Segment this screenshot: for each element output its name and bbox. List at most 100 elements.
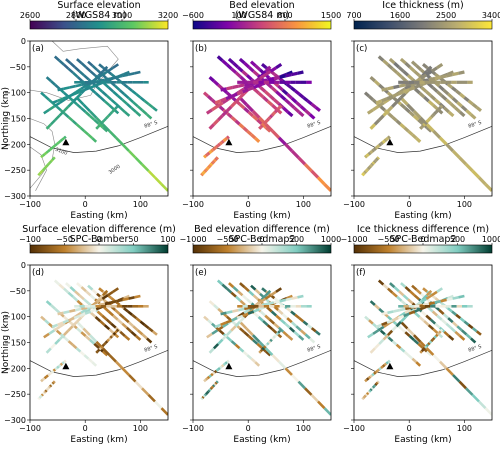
flight-line-segment bbox=[222, 138, 227, 143]
flight-line-segment bbox=[242, 350, 249, 357]
flight-line-segment bbox=[366, 392, 370, 396]
flight-line-segment bbox=[101, 65, 109, 73]
flight-line-segment bbox=[404, 286, 411, 293]
flight-line-segment bbox=[271, 354, 280, 363]
surface-contour bbox=[30, 146, 47, 191]
flight-line-segment bbox=[413, 70, 421, 77]
colorbar-tick-label: 3000 bbox=[112, 11, 132, 20]
flight-line-segment bbox=[435, 333, 439, 338]
flight-line-segment bbox=[51, 381, 55, 385]
flight-line-segment bbox=[264, 69, 272, 77]
flight-line-segment bbox=[425, 69, 433, 77]
flight-line-segment bbox=[425, 90, 432, 97]
flight-line-segment bbox=[62, 105, 70, 113]
flight-line-segment bbox=[123, 317, 130, 324]
flight-line-segment bbox=[42, 168, 46, 172]
panel-subtitle: SPC-Bamber bbox=[70, 234, 129, 245]
flight-line-segment bbox=[381, 87, 388, 92]
flight-line-segment bbox=[203, 393, 207, 397]
flight-line-segment bbox=[112, 287, 120, 293]
flight-line-segment bbox=[386, 105, 394, 113]
colorbar-tick-label: 1500 bbox=[321, 11, 341, 20]
flight-line-segment bbox=[241, 294, 248, 301]
flight-line-segment bbox=[50, 80, 57, 86]
flight-line-segment bbox=[432, 354, 441, 363]
colorbar-tick-label: 2500 bbox=[436, 11, 456, 20]
flight-line-segment bbox=[399, 347, 406, 353]
flight-line-segment bbox=[440, 74, 448, 79]
flight-line-segment bbox=[414, 312, 421, 318]
flight-line-segment bbox=[62, 95, 70, 100]
flight-line-segment bbox=[101, 70, 109, 76]
flight-line-segment bbox=[269, 66, 277, 73]
flight-line-segment bbox=[458, 110, 466, 118]
flight-line-segment bbox=[141, 333, 148, 340]
flight-line-segment bbox=[256, 342, 263, 349]
flight-line-segment bbox=[212, 384, 216, 388]
flight-line-segment bbox=[298, 334, 305, 341]
flight-line-segment bbox=[50, 382, 54, 386]
contour-label-88s: 88° S bbox=[144, 120, 159, 130]
flight-line-segment bbox=[96, 297, 104, 304]
flight-line-segment bbox=[74, 66, 81, 73]
flight-line-segment bbox=[238, 316, 246, 323]
flight-line-segment bbox=[79, 88, 86, 94]
flight-line-segment bbox=[387, 112, 394, 119]
flight-line-segment bbox=[123, 70, 130, 76]
flight-line-segment bbox=[53, 101, 61, 108]
flight-line-segment bbox=[459, 317, 466, 323]
y-tick-label: −250 bbox=[4, 390, 26, 399]
flight-line-segment bbox=[420, 73, 428, 80]
flight-line-segment bbox=[433, 111, 438, 115]
flight-line-segment bbox=[431, 86, 439, 93]
colorbar bbox=[29, 20, 169, 30]
flight-line-segment bbox=[160, 183, 168, 192]
flight-line-segment bbox=[452, 296, 459, 300]
flight-line-segment bbox=[105, 318, 113, 325]
flight-line-segment bbox=[40, 154, 44, 159]
flight-line-segment bbox=[160, 407, 168, 416]
flight-line-segment bbox=[76, 327, 83, 334]
flight-line-segment bbox=[73, 314, 81, 320]
flight-line-segment bbox=[119, 330, 126, 337]
flight-line-segment bbox=[69, 62, 76, 69]
flight-line-segment bbox=[391, 101, 398, 108]
flight-line-segment bbox=[201, 395, 205, 399]
flight-line-segment bbox=[59, 138, 64, 142]
flight-line-segment bbox=[53, 55, 61, 62]
flight-line-segment bbox=[109, 335, 113, 339]
flight-line-segment bbox=[118, 313, 126, 320]
flight-line-segment bbox=[80, 286, 87, 293]
flight-line-segment bbox=[91, 137, 98, 143]
flight-line-segment bbox=[250, 133, 257, 140]
flight-line-segment bbox=[439, 104, 444, 109]
flight-line-segment bbox=[154, 400, 163, 410]
flight-line-segment bbox=[454, 106, 461, 114]
flight-line-segment bbox=[447, 92, 454, 100]
flight-line-segment bbox=[297, 70, 304, 75]
flight-line-segment bbox=[285, 73, 292, 78]
flight-line-segment bbox=[88, 334, 98, 343]
flight-line-segment bbox=[135, 334, 142, 341]
flight-line-segment bbox=[106, 338, 110, 343]
flight-line-segment bbox=[216, 101, 224, 108]
panel-subtitle: (WGS84 m) bbox=[72, 10, 127, 21]
flight-line-segment bbox=[93, 342, 100, 349]
flight-line-segment bbox=[443, 106, 450, 114]
flight-line-segment bbox=[115, 136, 124, 146]
flight-line-segment bbox=[135, 110, 142, 117]
flight-line-segment bbox=[104, 301, 112, 306]
flight-line-segment bbox=[393, 84, 400, 90]
flight-line-segment bbox=[217, 338, 224, 345]
colorbar bbox=[353, 20, 493, 30]
flight-line-segment bbox=[245, 103, 255, 113]
flight-line-segment bbox=[98, 346, 102, 351]
flight-line-segment bbox=[40, 169, 44, 173]
colorbar-tick-label: −50 bbox=[56, 235, 73, 244]
flight-line-segment bbox=[98, 122, 102, 127]
flight-line-segment bbox=[367, 390, 371, 394]
flight-line-segment bbox=[396, 295, 403, 302]
flight-line-segment bbox=[290, 310, 296, 316]
flight-line-segment bbox=[218, 329, 225, 336]
flight-line-segment bbox=[400, 282, 407, 289]
